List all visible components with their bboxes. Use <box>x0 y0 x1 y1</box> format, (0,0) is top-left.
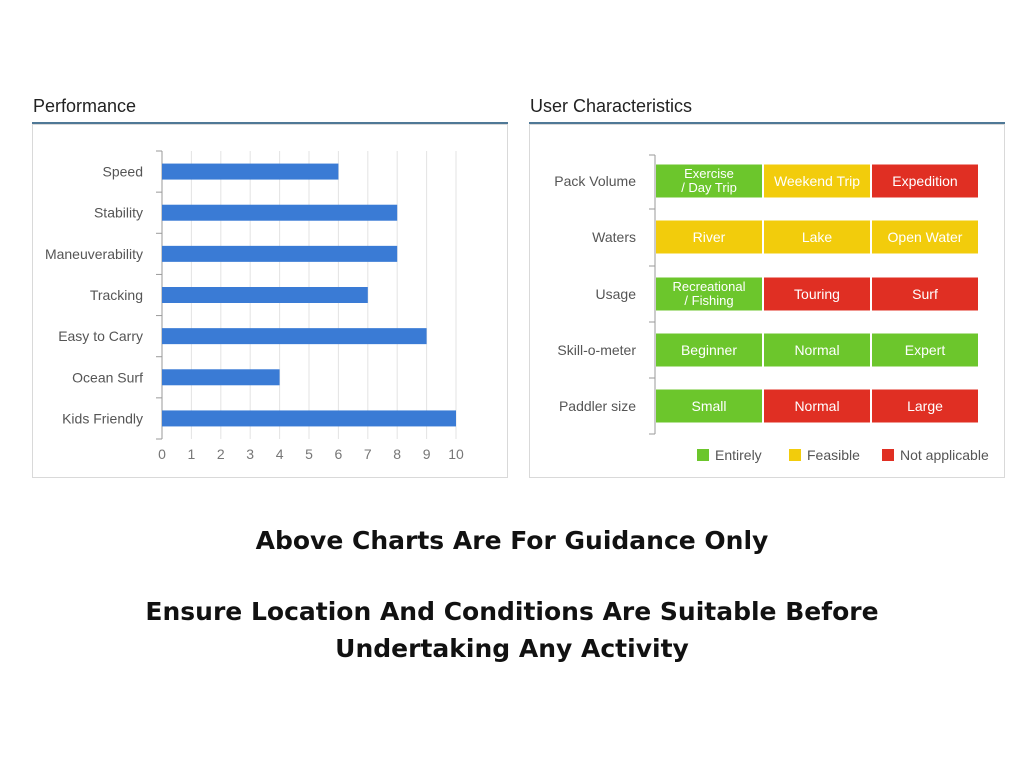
category-label: Ocean Surf <box>72 369 143 385</box>
cell-feasible <box>656 220 762 254</box>
category-label: Tracking <box>90 287 143 303</box>
cell-not-applicable <box>764 277 870 311</box>
cell-label: Surf <box>912 286 938 302</box>
row-label: Waters <box>592 229 636 245</box>
cell-label: Recreational <box>673 279 746 294</box>
cell-label: Weekend Trip <box>774 173 860 189</box>
category-label: Easy to Carry <box>58 328 143 344</box>
bar-kids-friendly <box>162 410 456 427</box>
x-tick-label: 3 <box>246 446 254 462</box>
cell-entirely <box>656 389 762 423</box>
row-label: Paddler size <box>559 398 636 414</box>
bar-maneuverability <box>162 245 398 262</box>
cell-entirely <box>656 164 762 198</box>
cell-not-applicable <box>872 164 978 198</box>
user-characteristics-title: User Characteristics <box>530 96 693 116</box>
user-characteristics-title-rule <box>529 122 1005 124</box>
cell-entirely <box>656 277 762 311</box>
cell-label: Expedition <box>892 173 957 189</box>
x-tick-label: 0 <box>158 446 166 462</box>
legend-label: Feasible <box>807 447 860 463</box>
disclaimer-line-3: Undertaking Any Activity <box>335 634 689 663</box>
cell-entirely <box>764 333 870 367</box>
cell-label: / Day Trip <box>681 180 737 195</box>
cell-entirely <box>872 333 978 367</box>
cell-label: Lake <box>802 229 833 245</box>
cell-label: Small <box>691 398 726 414</box>
category-label: Maneuverability <box>45 246 143 262</box>
x-tick-label: 7 <box>364 446 372 462</box>
x-tick-label: 9 <box>423 446 431 462</box>
x-tick-label: 6 <box>335 446 343 462</box>
cell-feasible <box>872 220 978 254</box>
row-label: Skill-o-meter <box>557 342 636 358</box>
x-tick-label: 8 <box>393 446 401 462</box>
row-label: Pack Volume <box>554 173 636 189</box>
cell-label: Expert <box>905 342 946 358</box>
user-characteristics-chart: Pack Volume Exercise/ Day Trip Weekend Tri… <box>554 154 989 463</box>
x-tick-label: 5 <box>305 446 313 462</box>
x-tick-label: 1 <box>188 446 196 462</box>
cell-label: Normal <box>794 398 839 414</box>
legend-label: Not applicable <box>900 447 989 463</box>
cell-label: Beginner <box>681 342 737 358</box>
legend-swatch-not-applicable <box>882 449 894 461</box>
bar-speed <box>162 163 339 180</box>
bar-ocean-surf <box>162 369 280 386</box>
cell-not-applicable <box>764 389 870 423</box>
bar-tracking <box>162 287 368 303</box>
cell-label: / Fishing <box>684 293 733 308</box>
cell-label: Large <box>907 398 943 414</box>
cell-not-applicable <box>872 277 978 311</box>
category-label: Stability <box>94 205 143 221</box>
x-tick-label: 4 <box>276 446 284 462</box>
category-label: Kids Friendly <box>62 410 143 426</box>
performance-bar-chart: Speed Stability Maneuverability Tracking Eas… <box>45 150 464 462</box>
performance-chart-panel: Speed Stability Maneuverability Tracking Eas… <box>32 124 508 478</box>
bar-easy-to-carry <box>162 328 427 345</box>
cell-feasible <box>764 220 870 254</box>
x-tick-label: 2 <box>217 446 225 462</box>
legend-label: Entirely <box>715 447 762 463</box>
performance-title: Performance <box>33 96 137 116</box>
legend-swatch-feasible <box>789 449 801 461</box>
cell-label: River <box>693 229 726 245</box>
cell-not-applicable <box>872 389 978 423</box>
cell-label: Touring <box>794 286 840 302</box>
cell-label: Open Water <box>888 229 963 245</box>
legend-swatch-entirely <box>697 449 709 461</box>
user-characteristics-panel: Pack Volume Exercise / Day Trip Weekend Tri… <box>529 124 1005 478</box>
performance-title-rule <box>32 122 508 124</box>
bar-stability <box>162 204 398 221</box>
cell-label: Normal <box>794 342 839 358</box>
disclaimer-line-2: Ensure Location And Conditions Are Suita… <box>145 597 879 626</box>
cell-entirely <box>656 333 762 367</box>
cell-feasible <box>764 164 870 198</box>
row-label: Usage <box>596 286 637 302</box>
disclaimer-line-1: Above Charts Are For Guidance Only <box>255 526 769 555</box>
x-tick-label: 10 <box>448 446 464 462</box>
cell-label: Exercise <box>684 166 734 181</box>
category-label: Speed <box>103 164 143 180</box>
